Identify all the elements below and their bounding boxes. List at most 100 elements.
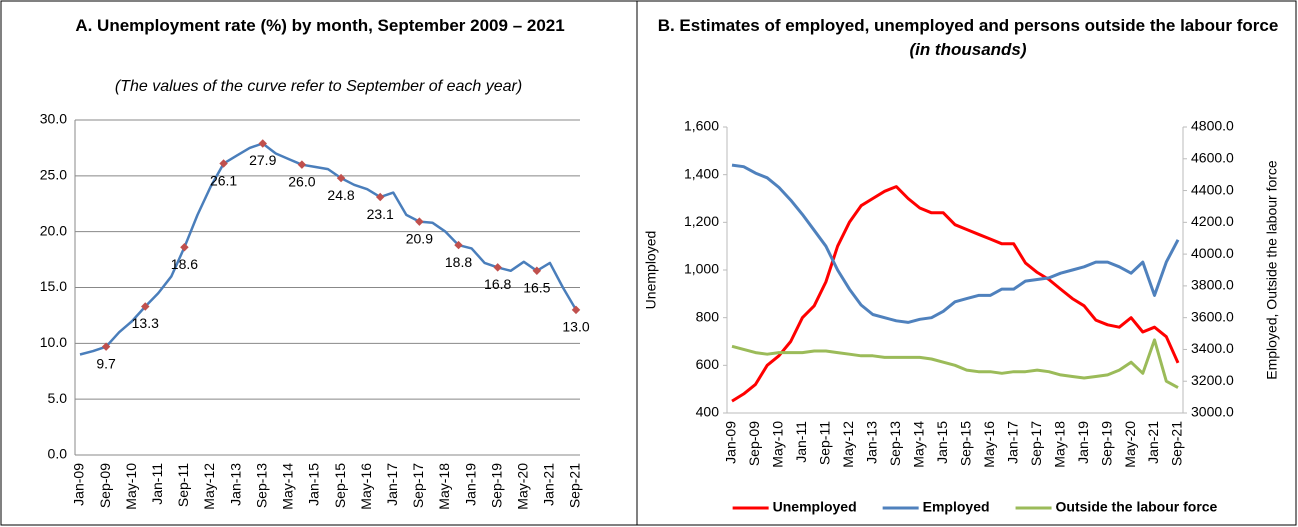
x-tick-label: Sep-19 bbox=[1098, 421, 1114, 466]
x-tick-label: Jan-13 bbox=[227, 463, 243, 506]
point-marker bbox=[336, 173, 346, 183]
y-axis-title: Unemployed bbox=[643, 231, 659, 310]
series-line bbox=[79, 142, 578, 356]
data-label: 23.1 bbox=[367, 206, 394, 222]
y-tick-label: 1,600 bbox=[684, 118, 719, 134]
data-label: 18.8 bbox=[445, 254, 472, 270]
x-tick-label: Jan-11 bbox=[793, 421, 809, 463]
data-label: 27.9 bbox=[249, 152, 276, 168]
chart-subtitle: (The values of the curve refer to Septem… bbox=[114, 78, 523, 95]
x-tick-label: Sep-21 bbox=[1169, 421, 1185, 466]
y2-axis-title: Employed, Outside the labour force bbox=[1264, 160, 1280, 380]
x-tick-label: Jan-21 bbox=[541, 463, 557, 506]
y2-tick-label: 3600.0 bbox=[1191, 308, 1234, 324]
data-label: 26.1 bbox=[210, 172, 237, 188]
data-label: 24.8 bbox=[327, 187, 354, 203]
x-tick-label: May-16 bbox=[358, 463, 374, 510]
x-tick-label: May-20 bbox=[514, 463, 530, 510]
data-label: 26.0 bbox=[288, 173, 315, 189]
y-tick-label: 20.0 bbox=[40, 222, 67, 238]
point-marker bbox=[258, 139, 267, 148]
y2-tick-label: 4000.0 bbox=[1191, 245, 1234, 261]
point-marker bbox=[454, 240, 463, 250]
y-tick-label: 5.0 bbox=[48, 390, 68, 406]
x-tick-label: Sep-11 bbox=[175, 463, 191, 507]
point-marker bbox=[297, 160, 307, 169]
data-label: 13.0 bbox=[562, 319, 589, 335]
data-label: 16.5 bbox=[523, 279, 550, 295]
y2-tick-label: 4200.0 bbox=[1191, 213, 1234, 229]
x-tick-label: Sep-17 bbox=[410, 463, 426, 508]
data-label: 20.9 bbox=[406, 230, 433, 246]
point-marker bbox=[375, 192, 385, 202]
x-tick-label: May-18 bbox=[1051, 421, 1067, 468]
x-tick-label: Jan-15 bbox=[306, 463, 322, 506]
y2-tick-label: 4400.0 bbox=[1191, 181, 1234, 197]
data-label: 13.3 bbox=[132, 315, 159, 331]
x-tick-label: May-16 bbox=[981, 421, 997, 468]
point-marker bbox=[532, 266, 542, 275]
y2-tick-label: 3200.0 bbox=[1191, 372, 1234, 388]
legend-label: Outside the labour force bbox=[1056, 499, 1218, 515]
y-tick-label: 25.0 bbox=[40, 167, 67, 183]
series-line bbox=[731, 338, 1179, 389]
point-marker bbox=[493, 263, 502, 272]
chart-title: A. Unemployment rate (%) by month, Septe… bbox=[75, 16, 565, 35]
point-marker bbox=[180, 243, 189, 252]
x-tick-label: May-14 bbox=[280, 463, 296, 510]
x-tick-label: Sep-13 bbox=[253, 463, 269, 508]
point-marker bbox=[141, 302, 150, 311]
chart-title: B. Estimates of employed, unemployed and… bbox=[650, 14, 1286, 62]
x-tick-label: Jan-13 bbox=[864, 421, 880, 464]
x-tick-label: May-20 bbox=[1122, 421, 1138, 468]
y-tick-label: 0.0 bbox=[48, 446, 68, 462]
title-note: (in thousands) bbox=[909, 40, 1027, 59]
x-tick-label: May-18 bbox=[436, 463, 452, 510]
y-tick-label: 30.0 bbox=[40, 111, 67, 127]
legend-label: Unemployed bbox=[773, 499, 857, 515]
point-marker bbox=[101, 342, 111, 351]
y-tick-label: 800 bbox=[696, 308, 720, 324]
x-tick-label: Sep-17 bbox=[1028, 421, 1044, 466]
x-tick-label: Sep-11 bbox=[817, 421, 833, 465]
point-marker bbox=[415, 217, 424, 226]
y-tick-label: 15.0 bbox=[40, 278, 67, 294]
y-tick-label: 400 bbox=[696, 404, 720, 420]
y-tick-label: 1,200 bbox=[684, 213, 719, 229]
title-text: B. Estimates of employed, unemployed and… bbox=[657, 16, 1279, 35]
x-tick-label: May-12 bbox=[840, 421, 856, 468]
x-tick-label: Sep-13 bbox=[887, 421, 903, 466]
y2-tick-label: 4800.0 bbox=[1191, 118, 1234, 134]
legend-label: Employed bbox=[923, 499, 990, 515]
x-tick-label: Sep-19 bbox=[488, 463, 504, 508]
x-tick-label: Jan-09 bbox=[723, 421, 739, 464]
point-marker bbox=[571, 305, 581, 315]
series-line bbox=[731, 185, 1180, 403]
x-tick-label: Jan-17 bbox=[1004, 421, 1020, 464]
y2-tick-label: 4600.0 bbox=[1191, 149, 1234, 165]
y-tick-label: 600 bbox=[696, 356, 720, 372]
data-label: 9.7 bbox=[96, 355, 116, 371]
x-tick-label: Sep-15 bbox=[332, 463, 348, 508]
x-tick-label: May-10 bbox=[770, 421, 786, 468]
x-tick-label: May-10 bbox=[123, 463, 139, 510]
x-tick-label: Jan-19 bbox=[1075, 421, 1091, 464]
x-tick-label: Jan-09 bbox=[71, 463, 87, 506]
series-line bbox=[731, 163, 1180, 324]
x-tick-label: Jan-17 bbox=[384, 463, 400, 506]
x-tick-label: Jan-11 bbox=[149, 463, 165, 505]
x-tick-label: May-12 bbox=[201, 463, 217, 510]
y-tick-label: 1,400 bbox=[684, 165, 719, 181]
y-tick-label: 10.0 bbox=[40, 334, 67, 350]
x-tick-label: Sep-09 bbox=[97, 463, 113, 508]
x-tick-label: Sep-15 bbox=[957, 421, 973, 466]
data-label: 18.6 bbox=[171, 256, 198, 272]
point-marker bbox=[219, 159, 228, 168]
x-tick-label: Jan-15 bbox=[934, 421, 950, 464]
y2-tick-label: 3800.0 bbox=[1191, 277, 1234, 293]
x-tick-label: Jan-19 bbox=[462, 463, 478, 506]
y2-tick-label: 3000.0 bbox=[1191, 404, 1234, 420]
x-tick-label: Jan-21 bbox=[1145, 421, 1161, 464]
